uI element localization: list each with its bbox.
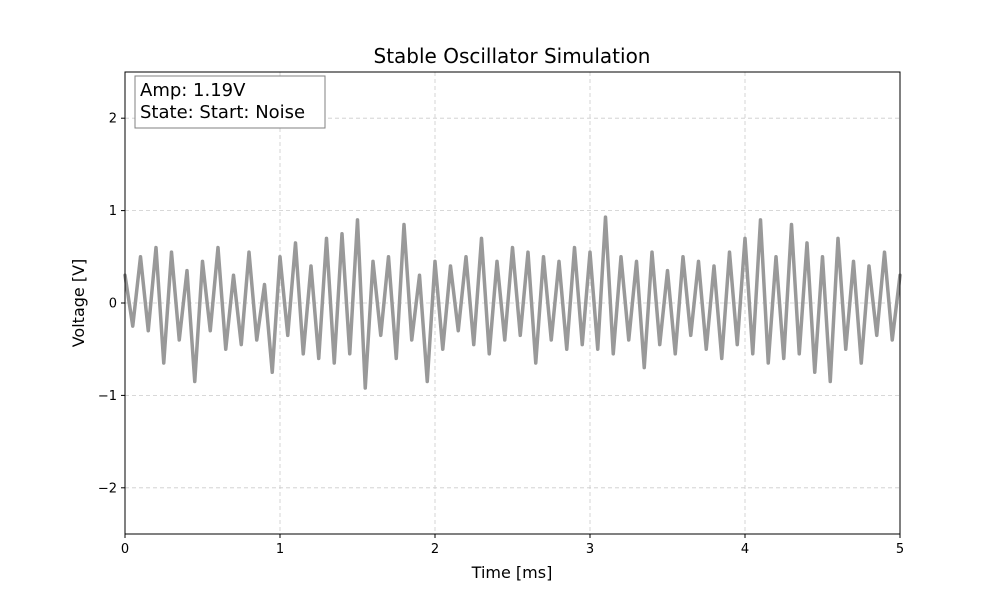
y-tick-label: −2 xyxy=(98,481,117,496)
x-tick-label: 0 xyxy=(121,542,129,557)
series-line xyxy=(123,215,902,390)
x-tick-label: 3 xyxy=(586,542,594,557)
x-tick-label: 4 xyxy=(741,542,749,557)
y-tick-label: 1 xyxy=(109,204,117,219)
x-axis-label: Time [ms] xyxy=(471,563,553,582)
y-tick-label: 0 xyxy=(109,297,117,312)
x-tick-label: 2 xyxy=(431,542,439,557)
y-axis-label: Voltage [V] xyxy=(69,259,88,348)
x-tick-label: 1 xyxy=(276,542,284,557)
y-tick-label: 2 xyxy=(109,112,117,127)
x-tick-label: 5 xyxy=(896,542,904,557)
y-tick-label: −1 xyxy=(98,389,117,404)
annotation-box: Amp: 1.19V State: Start: Noise xyxy=(134,75,326,129)
series-layer xyxy=(123,215,902,390)
annotation-frame xyxy=(134,75,326,129)
annotation-state: State: Start: Noise xyxy=(140,102,305,123)
annotation-amplitude: Amp: 1.19V xyxy=(140,80,246,101)
chart-title: Stable Oscillator Simulation xyxy=(374,44,651,68)
ticks-layer: 0 1 2 3 4 5 −2 −1 0 1 2 xyxy=(98,112,904,557)
